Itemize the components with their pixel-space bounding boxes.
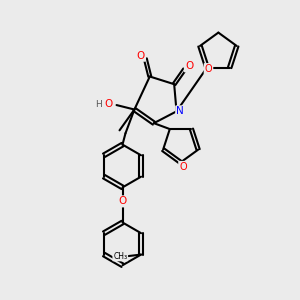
Text: CH₃: CH₃ (113, 252, 127, 261)
Text: O: O (185, 61, 193, 71)
Text: H: H (95, 100, 102, 109)
Text: O: O (104, 100, 112, 110)
Text: O: O (205, 64, 212, 74)
Text: O: O (179, 162, 187, 172)
Text: O: O (118, 196, 127, 206)
Text: O: O (137, 51, 145, 61)
Text: N: N (176, 106, 184, 116)
